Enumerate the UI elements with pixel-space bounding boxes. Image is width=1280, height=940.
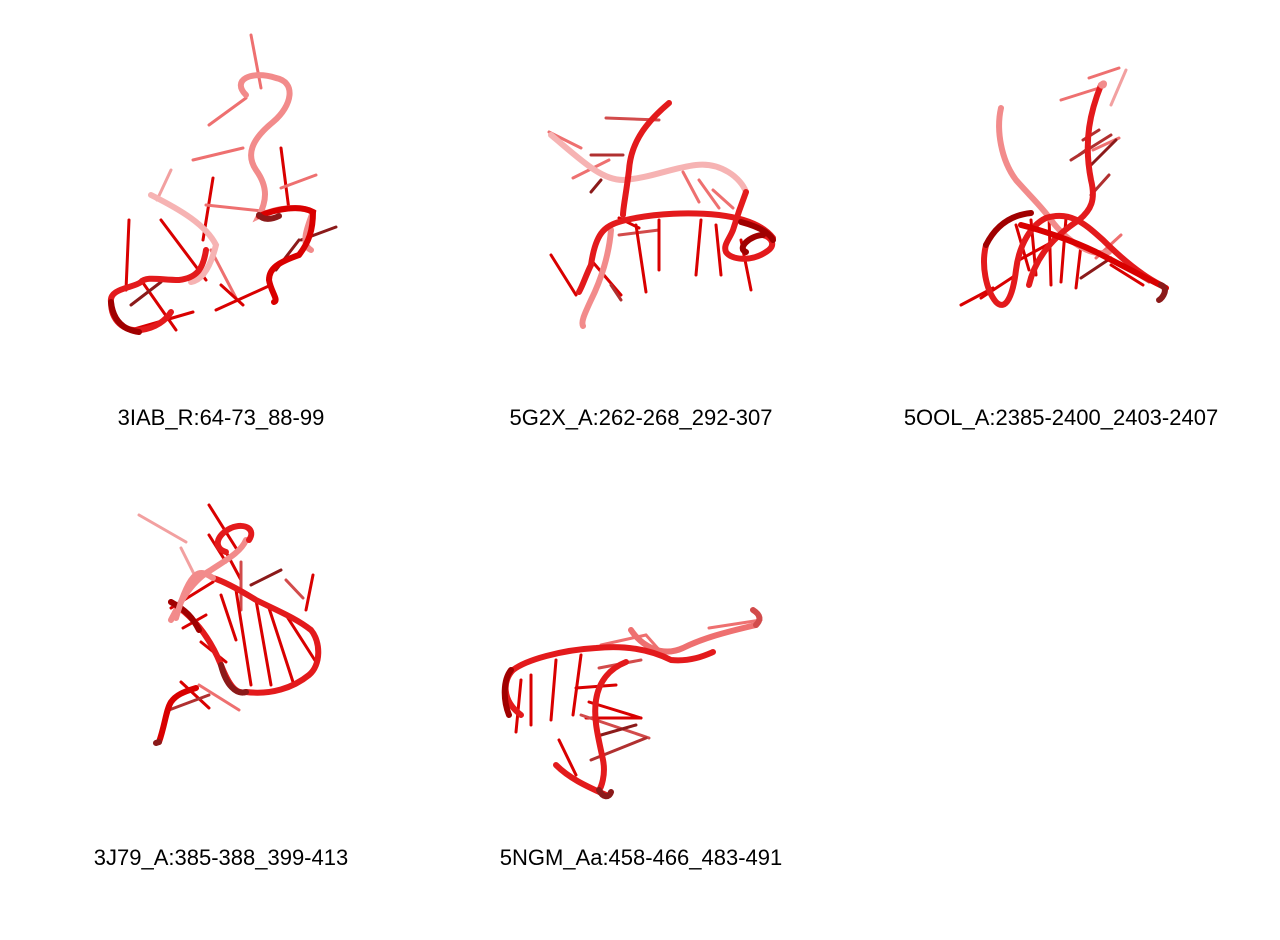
rna-structure-image xyxy=(108,33,338,335)
structure-label: 3IAB_R:64-73_88-99 xyxy=(117,405,325,430)
rna-structure-image xyxy=(959,66,1169,308)
structure-panel: 3IAB_R:64-73_88-99 xyxy=(31,30,411,450)
rna-structure-image xyxy=(547,100,776,329)
structure-label: 5OOL_A:2385-2400_2403-2407 xyxy=(903,405,1219,430)
structure-label: 5G2X_A:262-268_292-307 xyxy=(509,405,773,430)
rna-structure-image xyxy=(137,503,322,746)
structure-panel: 5NGM_Aa:458-466_483-491 xyxy=(451,470,831,890)
rna-structure-image xyxy=(501,607,763,800)
structure-panel: 5G2X_A:262-268_292-307 xyxy=(451,30,831,450)
structure-panel: 3J79_A:385-388_399-413 xyxy=(31,470,411,890)
structure-panel: 5OOL_A:2385-2400_2403-2407 xyxy=(871,30,1251,450)
structure-label: 5NGM_Aa:458-466_483-491 xyxy=(499,845,783,870)
structure-label: 3J79_A:385-388_399-413 xyxy=(93,845,349,870)
